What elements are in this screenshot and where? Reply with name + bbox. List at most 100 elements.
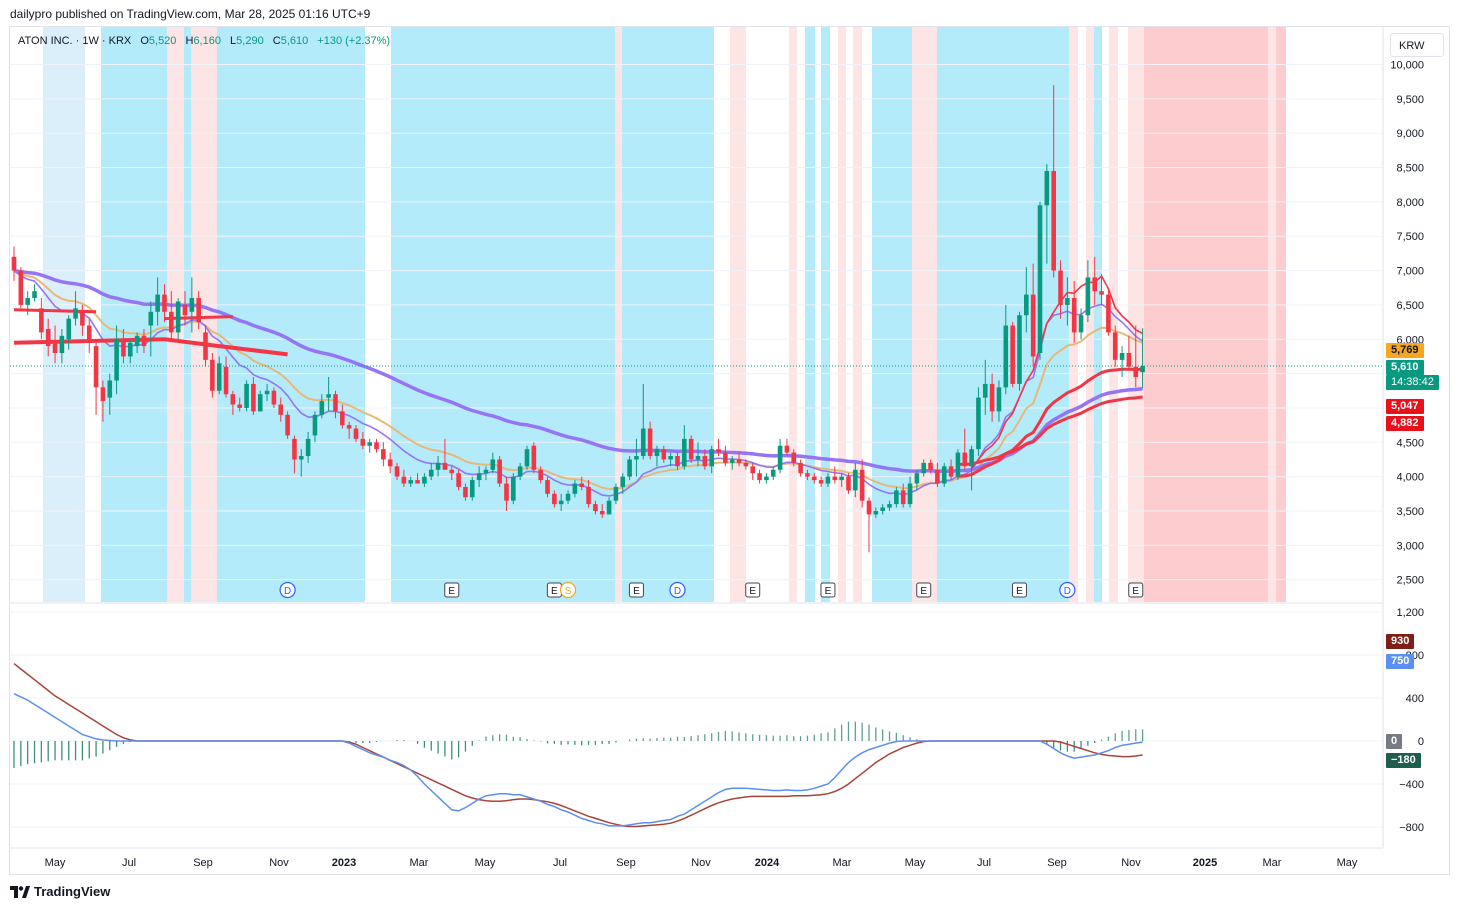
- candle-body: [353, 428, 359, 439]
- regime-band: [1144, 27, 1268, 602]
- earnings-marker-box: [745, 582, 761, 598]
- earnings-marker-box: [444, 582, 460, 598]
- candle: [408, 476, 414, 487]
- candle: [59, 328, 65, 364]
- candle-body: [80, 311, 85, 326]
- time-tick-label: Sep: [193, 857, 213, 869]
- candle: [326, 377, 331, 412]
- candle-body: [401, 476, 407, 484]
- candle-body: [141, 335, 147, 347]
- candle: [511, 473, 516, 505]
- candle: [155, 277, 160, 326]
- macd-line: [13, 693, 1143, 827]
- candle: [565, 490, 571, 505]
- candle: [360, 431, 366, 450]
- ma-mid-price-label: 5,047: [1386, 399, 1424, 414]
- candle-body: [757, 473, 762, 481]
- price-tick-label: 4,000: [1396, 472, 1424, 484]
- candle-body: [524, 449, 530, 467]
- candle: [223, 356, 229, 398]
- close-value: 5,610: [280, 35, 309, 47]
- candle-body: [189, 298, 195, 312]
- candle: [387, 452, 393, 474]
- candle-body: [278, 404, 284, 415]
- candle-body: [1126, 352, 1132, 367]
- event-marker-e: E: [745, 582, 761, 598]
- candle: [593, 500, 598, 515]
- time-axis: May Jul Sep Nov 2023 Mar May Jul Sep Nov 2024 Mar Ma…: [45, 857, 1358, 869]
- candle: [846, 473, 851, 494]
- price-tick-label: 3,500: [1396, 506, 1424, 518]
- ma-purple-line: [13, 269, 1144, 497]
- candle-body: [723, 452, 728, 463]
- candle: [716, 438, 721, 457]
- currency-selector[interactable]: KRW: [1390, 33, 1444, 57]
- candle: [353, 425, 359, 443]
- candle-body: [661, 449, 667, 460]
- candle: [346, 421, 352, 439]
- candle: [1085, 260, 1091, 323]
- candle: [695, 442, 701, 467]
- event-marker-e: E: [916, 582, 932, 598]
- candle-body: [230, 394, 236, 405]
- candle-body: [346, 425, 352, 429]
- chart-frame: [9, 26, 1450, 875]
- event-marker-label: E: [749, 586, 756, 597]
- time-tick-label: Nov: [1121, 857, 1141, 869]
- candle: [483, 466, 489, 481]
- candle-body: [100, 387, 106, 402]
- event-marker-label: D: [284, 586, 291, 597]
- candle-body: [319, 401, 325, 415]
- candle-body: [982, 383, 988, 398]
- candle-body: [640, 428, 646, 457]
- candle-body: [989, 383, 995, 412]
- candle-body: [873, 510, 879, 515]
- symbol-name[interactable]: ATON INC. · 1W · KRX: [18, 35, 132, 47]
- price-tick-label: 4,500: [1396, 437, 1424, 449]
- candle: [928, 459, 933, 474]
- candle-body: [1140, 366, 1145, 373]
- event-marker-e: E: [546, 582, 562, 598]
- regime-band: [622, 27, 714, 602]
- candle-body: [1071, 298, 1077, 333]
- candle-body: [326, 394, 331, 398]
- time-tick-label: Sep: [1047, 857, 1067, 869]
- candle: [839, 473, 844, 487]
- publish-caption: dailypro published on TradingView.com, M…: [10, 7, 371, 21]
- candle-body: [531, 445, 537, 470]
- price-tick-label: 7,000: [1396, 266, 1424, 278]
- candle: [517, 462, 523, 481]
- candle-body: [367, 442, 372, 446]
- candle: [1003, 304, 1009, 395]
- time-tick-label: May: [475, 857, 496, 869]
- candle: [18, 267, 24, 309]
- candle: [237, 397, 243, 412]
- candle-body: [839, 476, 844, 481]
- event-marker-label: S: [565, 586, 572, 597]
- candle-body: [894, 490, 899, 505]
- time-tick-label: Mar: [410, 857, 429, 869]
- candle-body: [175, 301, 181, 333]
- tradingview-logo[interactable]: TradingView: [10, 884, 110, 899]
- low-value: 5,290: [236, 35, 264, 47]
- candle: [989, 373, 995, 422]
- price-tick-label: 8,000: [1396, 197, 1424, 209]
- candle-body: [880, 507, 885, 511]
- candle-body: [271, 390, 277, 405]
- candle-body: [504, 483, 509, 501]
- regime-band: [1128, 27, 1144, 602]
- candle-body: [941, 466, 947, 484]
- candle: [86, 318, 92, 353]
- candle: [251, 377, 256, 415]
- candle-body: [695, 456, 701, 460]
- candle: [887, 500, 892, 511]
- event-marker-label: E: [551, 586, 558, 597]
- candle: [93, 342, 99, 415]
- candle: [203, 325, 208, 367]
- candle: [1078, 308, 1084, 340]
- candle: [292, 435, 297, 474]
- regime-band: [1094, 27, 1102, 602]
- candle-body: [545, 480, 550, 494]
- event-marker-label: E: [1016, 586, 1023, 597]
